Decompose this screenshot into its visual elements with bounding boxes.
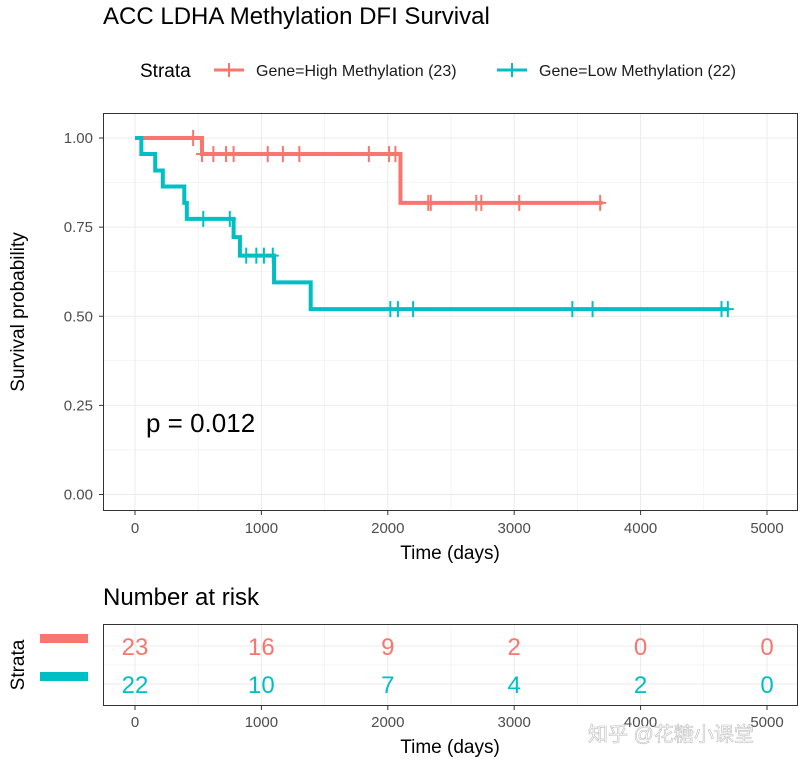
risk-value: 22 — [122, 672, 149, 699]
risk-x-tick-label: 4000 — [624, 714, 657, 731]
risk-value: 0 — [634, 634, 647, 661]
risk-value: 10 — [248, 672, 275, 699]
risk-table-values: 23 16 9 2 0 0 22 10 7 4 2 0 — [122, 634, 774, 699]
plot-border — [103, 113, 798, 511]
x-axis-title: Time (days) — [400, 543, 500, 564]
strata-key-high — [40, 634, 88, 643]
legend-label-high: Gene=High Methylation (23) — [256, 63, 457, 80]
y-tick-label: 0.75 — [64, 219, 93, 236]
y-axis-title: Survival probability — [8, 232, 29, 392]
risk-value: 0 — [760, 634, 773, 661]
risk-value: 2 — [508, 634, 521, 661]
legend-item-low: Gene=Low Methylation (22) — [497, 63, 736, 80]
plot-gridlines — [104, 114, 797, 510]
survival-curves — [135, 130, 734, 318]
strata-key-low — [40, 672, 88, 681]
survival-plot-panel: 0.00 0.25 0.50 0.75 1.00 0 1000 2000 3000 4000 50… — [8, 113, 798, 564]
legend-item-high: Gene=High Methylation (23) — [214, 63, 457, 80]
low-methylation-curve — [135, 136, 730, 312]
risk-table-x-axis-title: Time (days) — [400, 737, 500, 758]
risk-x-tick-label: 5000 — [750, 714, 783, 731]
x-tick-label: 0 — [131, 520, 139, 537]
x-axis: 0 1000 2000 3000 4000 5000 — [131, 510, 784, 537]
risk-table-border — [103, 624, 798, 706]
risk-table-y-axis-title: Strata — [8, 639, 29, 690]
risk-table-x-axis: 0 1000 2000 3000 4000 5000 — [131, 705, 784, 731]
risk-table-title: Number at risk — [103, 584, 260, 611]
risk-value: 9 — [381, 634, 394, 661]
risk-x-tick-label: 1000 — [245, 714, 278, 731]
y-tick-label: 0.00 — [64, 487, 93, 504]
y-tick-label: 0.50 — [64, 308, 93, 325]
watermark-text: 知乎 @花糖小课堂 — [588, 723, 754, 746]
x-tick-label: 1000 — [245, 520, 278, 537]
x-tick-label: 5000 — [750, 520, 783, 537]
risk-x-tick-label: 3000 — [498, 714, 531, 731]
x-tick-label: 2000 — [371, 520, 404, 537]
risk-value: 7 — [381, 672, 394, 699]
x-tick-label: 4000 — [624, 520, 657, 537]
risk-table-gridlines — [104, 625, 797, 705]
legend-title: Strata — [140, 61, 191, 82]
risk-value: 4 — [508, 672, 521, 699]
x-tick-label: 3000 — [498, 520, 531, 537]
risk-value: 16 — [248, 634, 275, 661]
risk-x-tick-label: 0 — [131, 714, 139, 731]
risk-value: 0 — [760, 672, 773, 699]
risk-table: Number at risk 23 16 9 2 0 0 22 10 7 4 2 0 0 1000 200… — [8, 584, 798, 758]
y-axis: 0.00 0.25 0.50 0.75 1.00 — [64, 130, 104, 504]
chart-title: ACC LDHA Methylation DFI Survival — [103, 3, 490, 30]
legend-label-low: Gene=Low Methylation (22) — [539, 63, 736, 80]
risk-value: 23 — [122, 634, 149, 661]
p-value-annotation: p = 0.012 — [146, 408, 255, 438]
y-tick-label: 1.00 — [64, 130, 93, 147]
y-tick-label: 0.25 — [64, 397, 93, 414]
risk-table-strata-keys — [40, 634, 88, 681]
risk-value: 2 — [634, 672, 647, 699]
risk-x-tick-label: 2000 — [371, 714, 404, 731]
legend: Strata Gene=High Methylation (23) Gene=L… — [140, 61, 736, 82]
